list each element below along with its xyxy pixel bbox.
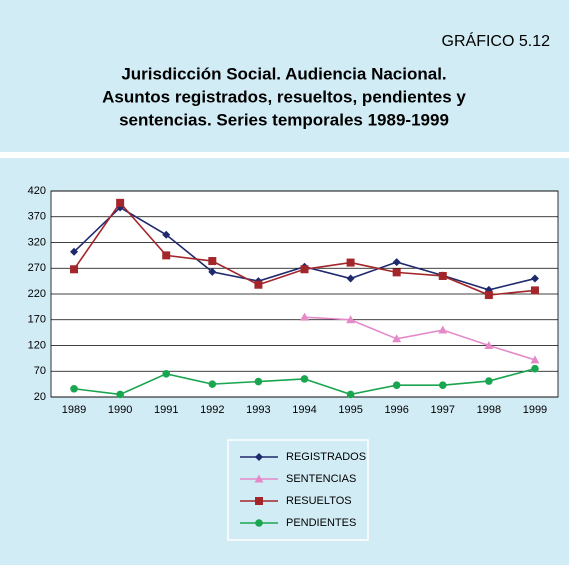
data-point: [70, 247, 79, 256]
x-tick-label: 1997: [431, 404, 455, 416]
x-tick-label: 1994: [292, 404, 316, 416]
legend-marker: [255, 497, 263, 505]
legend-label: PENDIENTES: [286, 517, 356, 529]
legend-label: RESUELTOS: [286, 495, 352, 507]
header-panel: [0, 0, 569, 152]
data-point: [116, 390, 124, 399]
y-tick-label: 220: [28, 288, 46, 300]
data-point: [484, 291, 493, 300]
data-point: [162, 230, 171, 239]
data-point: [530, 286, 539, 295]
data-point: [392, 268, 401, 277]
y-tick-label: 270: [28, 262, 46, 274]
data-point: [530, 355, 540, 364]
legend-label: REGISTRADOS: [286, 451, 366, 463]
data-point: [254, 377, 263, 386]
x-tick-label: 1993: [246, 404, 270, 416]
data-point: [162, 370, 171, 378]
data-point: [485, 377, 493, 385]
data-point: [346, 390, 355, 399]
data-point: [208, 267, 217, 276]
title-line: Asuntos registrados, resueltos, pendient…: [102, 87, 466, 106]
x-tick-label: 1992: [200, 404, 224, 416]
series-line: [304, 316, 536, 361]
y-tick-label: 70: [34, 365, 46, 377]
data-point: [438, 381, 447, 389]
x-tick-label: 1990: [108, 404, 132, 416]
y-tick-label: 420: [28, 185, 46, 197]
data-point: [70, 265, 79, 274]
data-point: [438, 325, 448, 334]
x-tick-label: 1989: [62, 404, 86, 416]
data-point: [254, 280, 263, 289]
data-point: [484, 341, 494, 349]
y-tick-label: 120: [28, 339, 46, 351]
x-tick-label: 1998: [477, 404, 501, 416]
legend-marker: [255, 519, 263, 527]
x-tick-label: 1996: [384, 404, 408, 416]
data-point: [392, 381, 401, 389]
data-point: [392, 258, 401, 267]
y-tick-label: 320: [28, 236, 46, 248]
y-tick-label: 20: [34, 391, 46, 403]
data-point: [208, 380, 217, 388]
data-point: [346, 315, 356, 324]
figure-label: GRÁFICO 5.12: [442, 31, 551, 50]
data-point: [162, 251, 171, 260]
x-tick-label: 1991: [154, 404, 178, 416]
data-point: [531, 364, 539, 373]
data-point: [530, 274, 539, 283]
title-line: sentencias. Series temporales 1989-1999: [119, 110, 449, 129]
legend-label: SENTENCIAS: [286, 473, 356, 485]
data-point: [346, 258, 355, 267]
legend-marker: [255, 453, 263, 461]
data-point: [346, 274, 355, 283]
data-point: [438, 271, 447, 280]
data-point: [300, 375, 309, 383]
data-point: [116, 198, 125, 207]
data-point: [300, 312, 309, 321]
data-point: [300, 265, 309, 274]
data-point: [208, 257, 217, 266]
x-tick-label: 1999: [523, 404, 547, 416]
y-tick-label: 370: [28, 211, 46, 223]
x-tick-label: 1995: [338, 404, 362, 416]
y-tick-label: 170: [28, 314, 46, 326]
data-point: [392, 334, 402, 343]
title-line: Jurisdicción Social. Audiencia Nacional.: [121, 64, 446, 83]
data-point: [70, 384, 78, 393]
legend-marker: [254, 474, 264, 483]
